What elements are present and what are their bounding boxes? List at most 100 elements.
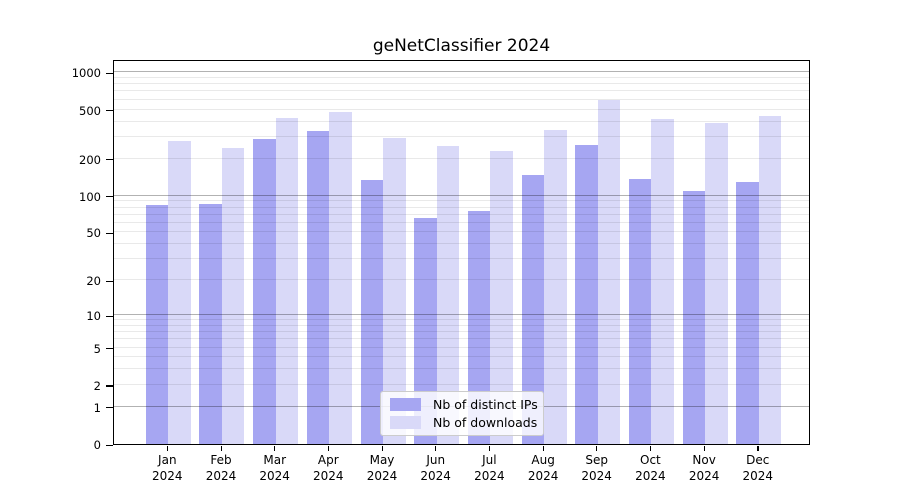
- x-axis-tick: [596, 446, 598, 451]
- bar-aug-downloads: [544, 130, 567, 444]
- bar-jun-downloads: [436, 145, 460, 444]
- gridline-minor: [114, 279, 809, 281]
- bar-may-downloads: [383, 138, 406, 444]
- y-tick-label: 0: [93, 438, 101, 452]
- y-tick-label: 50: [86, 226, 101, 241]
- bar-oct-downloads: [651, 119, 674, 444]
- gridline-minor: [114, 213, 809, 215]
- x-axis-tick: [274, 446, 276, 451]
- x-tick-label: Mar 2024: [259, 453, 290, 483]
- gridline-minor: [114, 76, 809, 78]
- gridline-minor: [114, 368, 809, 370]
- y-axis-tick: [106, 348, 113, 350]
- x-axis-tick: [542, 446, 544, 451]
- y-axis-tick: [106, 72, 113, 74]
- x-axis-tick: [757, 446, 759, 451]
- gridline-minor: [114, 221, 809, 223]
- bar-feb-downloads: [221, 148, 245, 444]
- gridline-minor: [114, 383, 809, 385]
- gridline-major: [114, 71, 809, 73]
- legend-item-distinct-ips: Nb of distinct IPs: [390, 397, 543, 412]
- x-axis-tick: [703, 446, 705, 451]
- bar-apr-distinct-ips: [306, 130, 330, 444]
- y-tick-label: 1000: [71, 66, 101, 81]
- gridline-minor: [114, 356, 809, 358]
- bar-sep-distinct-ips: [575, 145, 598, 444]
- x-axis-tick: [166, 446, 169, 451]
- bar-jul-downloads: [490, 150, 513, 444]
- y-tick-label: 20: [86, 274, 101, 289]
- x-axis-tick: [220, 446, 222, 451]
- plot-area: [113, 60, 810, 445]
- gridline-minor: [114, 243, 809, 245]
- bar-jan-distinct-ips: [145, 204, 169, 444]
- gridline-minor: [114, 120, 809, 122]
- y-axis-tick: [106, 315, 113, 317]
- x-tick-label: Dec 2024: [742, 453, 774, 483]
- x-tick-label: Jul 2024: [474, 453, 505, 483]
- y-axis-tick: [106, 159, 113, 161]
- gridline-minor: [114, 90, 809, 92]
- bar-jul-distinct-ips: [467, 211, 491, 444]
- x-tick-label: Feb 2024: [205, 453, 237, 483]
- bar-oct-distinct-ips: [628, 178, 652, 444]
- bar-may-distinct-ips: [360, 179, 384, 444]
- y-axis-tick: [106, 444, 113, 446]
- gridline-minor: [114, 319, 809, 321]
- x-tick-label: Oct 2024: [635, 453, 666, 483]
- gridline-minor: [114, 157, 809, 159]
- gridline-minor: [114, 108, 809, 110]
- legend-swatch-distinct-ips: [390, 398, 421, 411]
- gridline-minor: [114, 135, 809, 137]
- y-tick-label: 1: [93, 400, 101, 415]
- bar-sep-downloads: [597, 99, 621, 444]
- legend-label-downloads: Nb of downloads: [433, 415, 538, 430]
- x-axis-tick: [327, 446, 330, 451]
- x-axis-tick: [649, 446, 652, 451]
- chart-title: geNetClassifier 2024: [372, 36, 551, 56]
- gridline-minor: [114, 346, 809, 348]
- gridline-minor: [114, 338, 809, 340]
- gridline-minor: [114, 83, 809, 85]
- bar-feb-distinct-ips: [199, 203, 222, 444]
- legend: Nb of distinct IPs Nb of downloads: [380, 391, 544, 436]
- bar-dec-downloads: [758, 116, 782, 444]
- y-axis-tick: [106, 385, 113, 387]
- x-axis-tick: [435, 446, 437, 451]
- gridline-minor: [114, 331, 809, 333]
- x-tick-label: Jan 2024: [152, 453, 183, 483]
- y-axis-tick: [106, 280, 113, 282]
- y-axis-tick: [106, 110, 113, 112]
- gridline-major: [114, 314, 809, 315]
- gridline-minor: [114, 231, 809, 233]
- y-tick-label: 100: [79, 189, 101, 204]
- x-tick-label: Aug 2024: [527, 453, 559, 483]
- bar-nov-downloads: [705, 122, 728, 444]
- x-tick-label: Nov 2024: [688, 453, 720, 483]
- y-tick-label: 2: [93, 378, 101, 393]
- x-tick-label: Apr 2024: [313, 453, 344, 483]
- legend-swatch-downloads: [390, 416, 421, 429]
- y-tick-label: 500: [79, 103, 101, 118]
- bar-jun-distinct-ips: [414, 217, 437, 444]
- y-tick-label: 5: [93, 341, 101, 356]
- bar-mar-distinct-ips: [253, 138, 276, 444]
- bar-nov-distinct-ips: [682, 190, 706, 444]
- y-axis-tick: [106, 232, 113, 235]
- gridline-minor: [114, 200, 809, 202]
- bar-dec-distinct-ips: [736, 181, 759, 444]
- bar-apr-downloads: [329, 112, 352, 444]
- bar-aug-distinct-ips: [521, 174, 545, 444]
- x-tick-label: Sep 2024: [581, 453, 612, 483]
- gridline-minor: [114, 98, 809, 100]
- legend-label-distinct-ips: Nb of distinct IPs: [433, 397, 538, 412]
- legend-item-downloads: Nb of downloads: [390, 415, 543, 430]
- gridline-minor: [114, 258, 809, 260]
- x-axis-tick: [381, 446, 383, 451]
- x-axis-tick: [488, 446, 491, 451]
- bar-mar-downloads: [275, 118, 299, 444]
- x-tick-label: May 2024: [366, 453, 398, 483]
- y-axis-tick: [106, 196, 113, 198]
- y-tick-label: 200: [79, 152, 101, 167]
